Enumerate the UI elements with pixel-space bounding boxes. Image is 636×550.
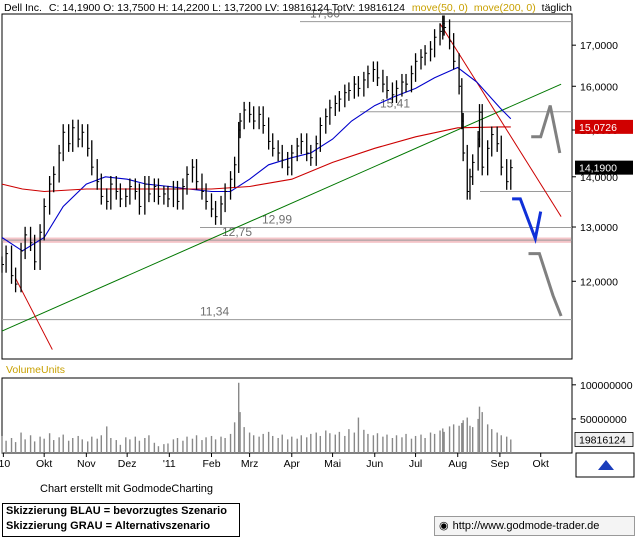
volume-title: VolumeUnits (6, 364, 65, 376)
x-tick-label: Apr (284, 458, 301, 470)
scenario-sketches (512, 105, 563, 317)
level-label: 11,34 (200, 305, 229, 319)
ma200-line (1, 126, 511, 193)
price-badge-label: 14,1900 (579, 163, 617, 175)
x-tick-label: Jul (409, 458, 422, 470)
moving-averages (1, 66, 512, 252)
volume-bars (1, 382, 512, 453)
price-badge (575, 160, 633, 175)
y-tick-label: 17,0000 (580, 40, 618, 52)
price-panel (1, 13, 573, 360)
trendline-old-downtrend (15, 278, 53, 350)
x-tick-label: '11 (163, 458, 176, 470)
ma50-line (1, 66, 512, 252)
level-label: 17,60 (310, 7, 340, 21)
x-tick-label: Aug (448, 458, 467, 470)
pen-tool-icon[interactable] (598, 460, 614, 470)
quote-label: C: 14,1900 O: 13,7500 H: 14,2200 L: 13,7… (49, 2, 405, 14)
volume-y-tick-label: 50000000 (580, 414, 627, 426)
x-tick-label: Jun (366, 458, 383, 470)
trendline-downtrend (439, 23, 562, 217)
price-bars (1, 15, 513, 293)
y-tick-label: 13,0000 (580, 222, 618, 234)
level-label: 12,99 (262, 213, 292, 227)
axes: 12,000013,000014,000015,000016,000017,00… (0, 40, 634, 470)
price-badge (575, 119, 633, 134)
x-tick-label: Okt (36, 458, 52, 470)
x-tick-label: '10 (0, 458, 10, 470)
chart-title: Dell Inc. C: 14,1900 O: 13,7500 H: 14,22… (4, 2, 572, 14)
legend-ma50: move(50, 0) (412, 2, 468, 14)
x-tick-label: Feb (202, 458, 220, 470)
volume-y-tick-label: 100000000 (580, 380, 633, 392)
legend-grey-text: Skizzierung GRAU = Alternativszenario (6, 520, 211, 532)
symbol-label: Dell Inc. (4, 2, 42, 14)
price-badge-label: 15,0726 (579, 122, 617, 134)
x-tick-label: Okt (533, 458, 549, 470)
trendlines (1, 23, 562, 350)
x-tick-label: Mai (324, 458, 341, 470)
website-url[interactable]: http://www.godmode-trader.de (452, 520, 600, 532)
legend-box: Skizzierung BLAU = bevorzugtes Szenario … (2, 503, 240, 537)
scenario-grey-down-path (528, 252, 563, 317)
horizontal-levels: 17,60 15,41 12,99 12,75 11,34 (2, 7, 572, 321)
scenario-blue-path (512, 197, 543, 245)
level-label: 15,41 (380, 97, 410, 111)
website-link[interactable]: ◉ http://www.godmode-trader.de (434, 516, 635, 536)
volume-badge-label: 19816124 (579, 434, 626, 446)
legend-ma200: move(200, 0) (474, 2, 536, 14)
level-label: 12,75 (222, 225, 252, 239)
legend-blue-text: Skizzierung BLAU = bevorzugtes Szenario (6, 505, 227, 517)
trendline-uptrend (1, 83, 562, 332)
volume-badge (574, 432, 634, 447)
y-tick-label: 14,0000 (580, 172, 618, 184)
y-tick-label: 12,0000 (580, 276, 618, 288)
x-tick-label: Dez (118, 458, 137, 470)
scenario-grey-up-path (531, 105, 562, 154)
chart-credit: Chart erstellt mit GodmodeCharting (40, 483, 214, 495)
globe-icon: ◉ (439, 520, 449, 532)
x-tick-label: Mrz (241, 458, 259, 470)
x-tick-label: Sep (491, 458, 510, 470)
period-label: täglich (542, 2, 573, 14)
x-tick-label: Nov (77, 458, 96, 470)
y-tick-label: 16,0000 (580, 81, 618, 93)
